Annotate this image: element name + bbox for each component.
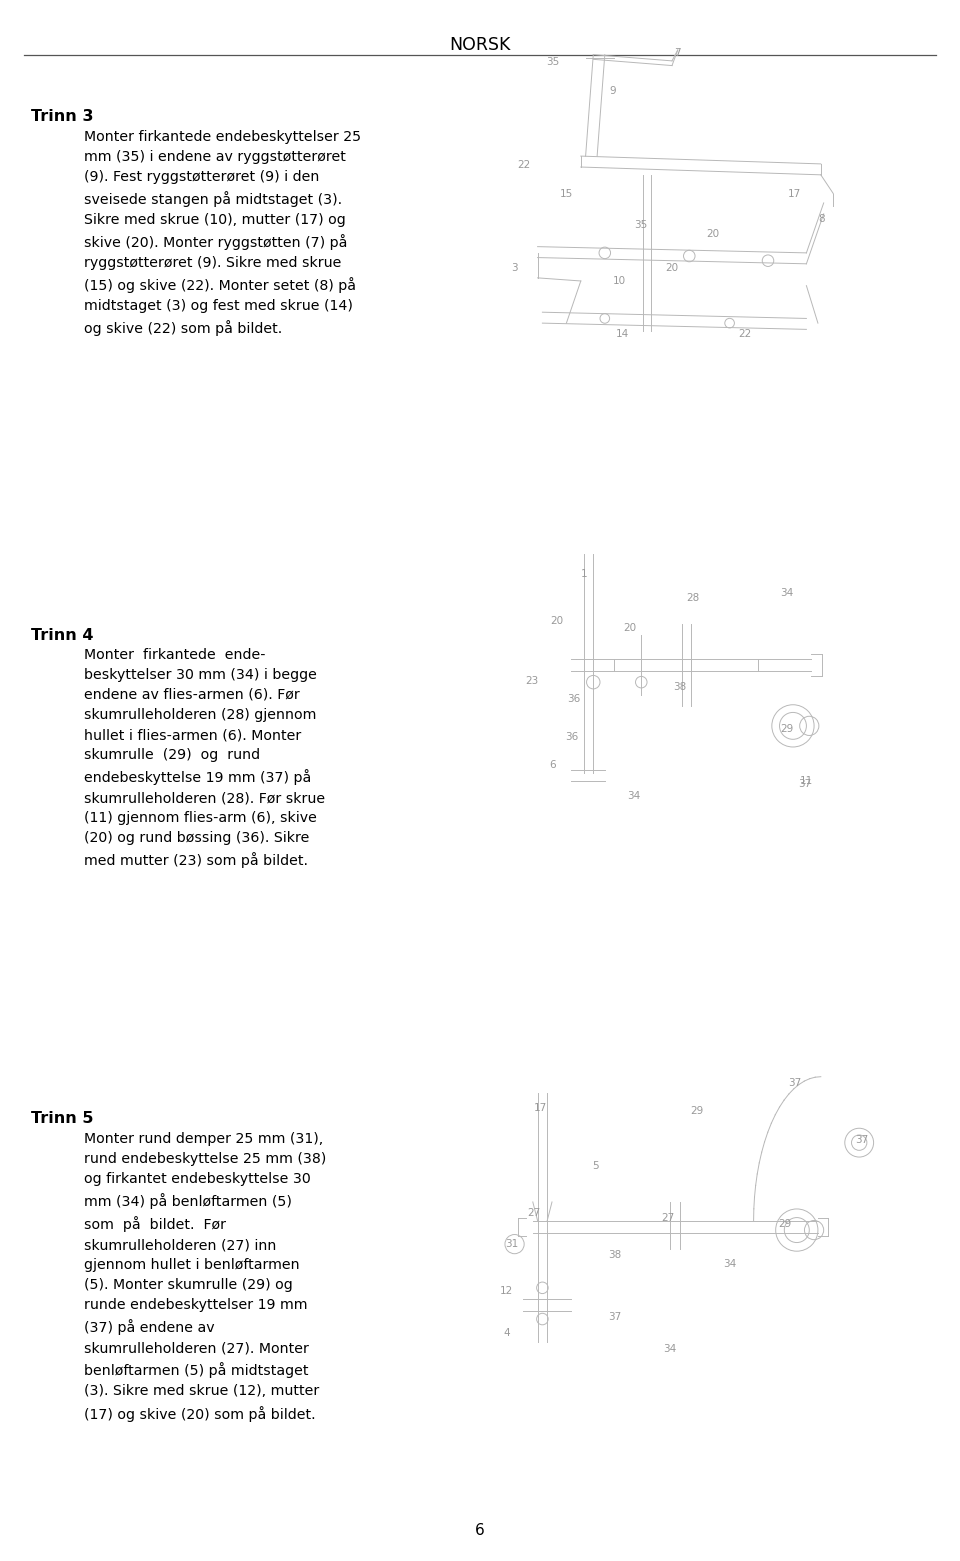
Text: Monter rund demper 25 mm (31),
rund endebeskyttelse 25 mm (38)
og firkantet ende: Monter rund demper 25 mm (31), rund ende…: [84, 1132, 326, 1422]
Text: 37: 37: [798, 779, 811, 788]
Text: 34: 34: [780, 588, 794, 598]
Text: 31: 31: [505, 1239, 518, 1249]
Text: 29: 29: [690, 1107, 704, 1116]
Text: 7: 7: [675, 48, 681, 58]
Text: Trinn 4: Trinn 4: [31, 628, 93, 643]
Text: 22: 22: [738, 329, 752, 339]
Text: 23: 23: [525, 676, 539, 685]
Text: 38: 38: [608, 1250, 621, 1260]
Text: 35: 35: [635, 220, 648, 229]
Text: 22: 22: [517, 161, 531, 170]
Text: 3: 3: [512, 264, 517, 273]
Text: 38: 38: [673, 682, 686, 692]
Text: 15: 15: [560, 189, 573, 198]
Text: 11: 11: [800, 776, 813, 785]
Text: 27: 27: [661, 1213, 675, 1222]
Text: 9: 9: [610, 86, 615, 95]
Text: 34: 34: [723, 1260, 736, 1269]
Text: Monter firkantede endebeskyttelser 25
mm (35) i endene av ryggstøtterøret
(9). F: Monter firkantede endebeskyttelser 25 mm…: [84, 130, 362, 336]
Text: 20: 20: [550, 617, 564, 626]
Text: 20: 20: [623, 623, 636, 632]
Text: 10: 10: [612, 276, 626, 286]
Text: Trinn 3: Trinn 3: [31, 109, 93, 125]
Text: 20: 20: [706, 229, 719, 239]
Text: Trinn 5: Trinn 5: [31, 1111, 93, 1127]
Text: 37: 37: [608, 1313, 621, 1322]
Text: 34: 34: [627, 791, 640, 801]
Text: 12: 12: [500, 1286, 514, 1296]
Text: 8: 8: [819, 214, 825, 223]
Text: 34: 34: [663, 1344, 677, 1353]
Text: 37: 37: [855, 1135, 869, 1144]
Text: 17: 17: [788, 189, 802, 198]
Text: 5: 5: [592, 1161, 598, 1171]
Text: 17: 17: [534, 1104, 547, 1113]
Text: 29: 29: [780, 724, 794, 734]
Text: Monter  firkantede  ende-
beskyttelser 30 mm (34) i begge
endene av flies-armen : Monter firkantede ende- beskyttelser 30 …: [84, 648, 325, 868]
Text: 36: 36: [567, 695, 581, 704]
Text: 27: 27: [527, 1208, 540, 1218]
Text: 28: 28: [686, 593, 700, 603]
Text: 4: 4: [504, 1328, 510, 1338]
Text: 1: 1: [581, 570, 587, 579]
Text: 6: 6: [475, 1522, 485, 1538]
Text: 35: 35: [546, 58, 560, 67]
Text: NORSK: NORSK: [449, 36, 511, 55]
Text: 20: 20: [665, 264, 679, 273]
Text: 14: 14: [615, 329, 629, 339]
Text: 29: 29: [779, 1219, 792, 1229]
Text: 6: 6: [550, 760, 556, 770]
Text: 36: 36: [565, 732, 579, 741]
Text: 37: 37: [788, 1079, 802, 1088]
